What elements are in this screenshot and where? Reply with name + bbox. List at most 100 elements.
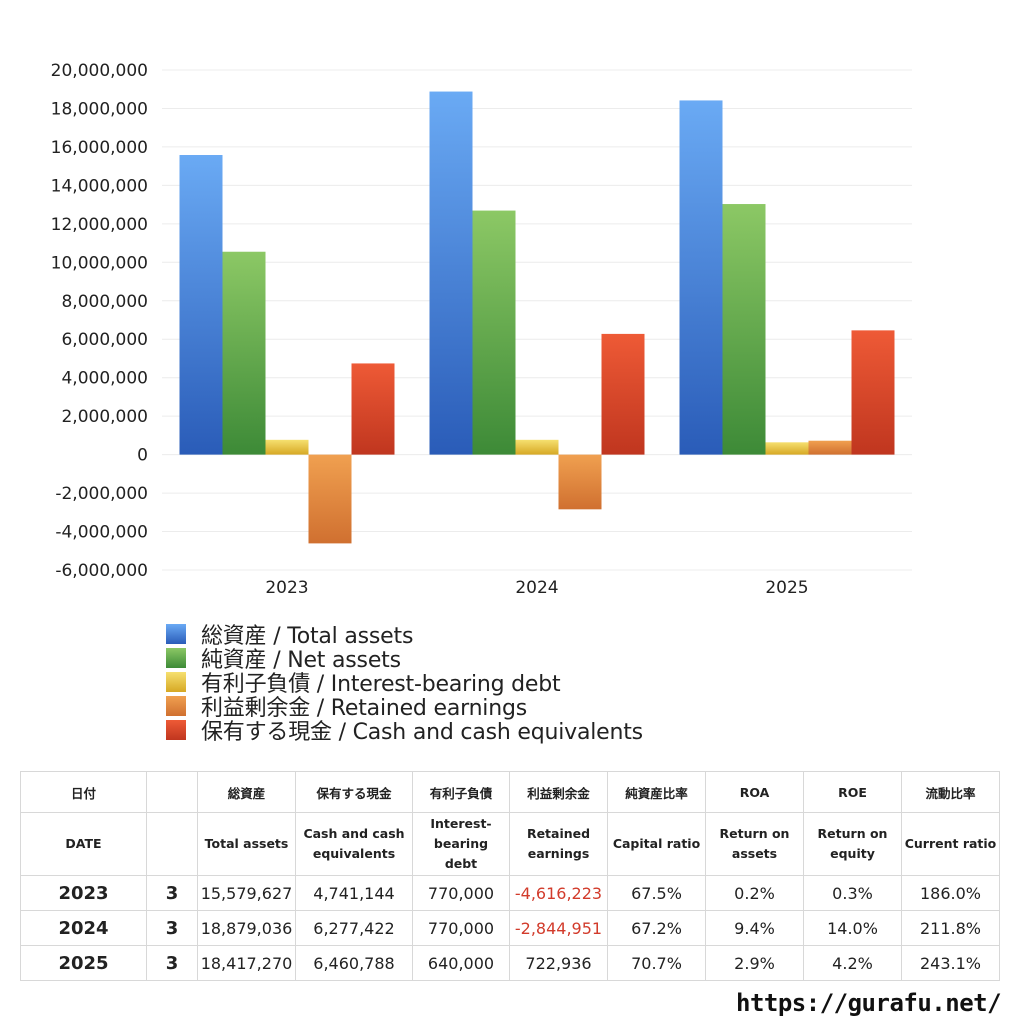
cell-year: 2023 xyxy=(20,875,147,911)
table-header-row-en: DATE Total assets Cash and cash equivale… xyxy=(20,812,1000,876)
header-cash-en: Cash and cash equivalents xyxy=(295,812,413,876)
bar-total-assets-2024 xyxy=(429,91,473,455)
legend-swatch xyxy=(166,672,186,692)
legend-swatch xyxy=(166,720,186,740)
cell-current-ratio: 243.1% xyxy=(901,945,1000,981)
cell-debt: 770,000 xyxy=(412,910,510,946)
table-header-row-ja: 日付 総資産 保有する現金 有利子負債 利益剰余金 純資産比率 ROA ROE … xyxy=(20,771,1000,813)
header-month-en xyxy=(146,812,198,876)
cell-year: 2024 xyxy=(20,910,147,946)
cell-total-assets: 15,579,627 xyxy=(197,875,296,911)
cell-roa: 2.9% xyxy=(705,945,804,981)
header-cash-ja: 保有する現金 xyxy=(295,771,413,813)
bar-chart: 20,000,000 18,000,000 16,000,000 14,000,000… xyxy=(51,61,912,598)
x-tick-label: 2023 xyxy=(265,578,308,598)
legend-item-cash: 保有する現金 / Cash and cash equivalents xyxy=(166,718,643,745)
cell-roa: 0.2% xyxy=(705,875,804,911)
y-axis-tick-labels: 20,000,000 18,000,000 16,000,000 14,000,000… xyxy=(51,61,148,581)
legend-item-retained-earnings: 利益剰余金 / Retained earnings xyxy=(166,694,643,721)
x-axis-tick-labels: 2023 2024 2025 xyxy=(265,578,808,598)
y-tick-label: -4,000,000 xyxy=(55,523,148,543)
bar-interest-bearing-debt-2023 xyxy=(265,439,309,455)
header-debt-en: Interest-bearing debt xyxy=(412,812,510,876)
header-current-ratio-ja: 流動比率 xyxy=(901,771,1000,813)
y-tick-label: 16,000,000 xyxy=(51,138,148,158)
y-tick-label: 10,000,000 xyxy=(51,253,148,273)
legend-label: 保有する現金 / Cash and cash equivalents xyxy=(201,720,643,745)
cell-current-ratio: 211.8% xyxy=(901,910,1000,946)
cell-capital-ratio: 67.2% xyxy=(607,910,706,946)
bar-total-assets-2025 xyxy=(679,100,723,455)
cell-current-ratio: 186.0% xyxy=(901,875,1000,911)
table-row: 2023 3 15,579,627 4,741,144 770,000 -4,6… xyxy=(20,875,1000,911)
gridlines xyxy=(162,69,912,571)
cell-month: 3 xyxy=(146,875,198,911)
legend-label: 純資産 / Net assets xyxy=(201,648,401,673)
cell-total-assets: 18,879,036 xyxy=(197,910,296,946)
header-roa-en: Return on assets xyxy=(705,812,804,876)
header-roe-ja: ROE xyxy=(803,771,902,813)
cell-retained-earnings: -4,616,223 xyxy=(509,875,608,911)
bar-total-assets-2023 xyxy=(179,155,223,455)
bar-cash-2023 xyxy=(351,363,395,455)
y-tick-label: 18,000,000 xyxy=(51,99,148,119)
y-tick-label: 12,000,000 xyxy=(51,215,148,235)
bar-interest-bearing-debt-2025 xyxy=(765,442,809,455)
cell-month: 3 xyxy=(146,945,198,981)
chart-legend: 総資産 / Total assets 純資産 / Net assets 有利子負… xyxy=(166,622,643,745)
header-capital-ratio-en: Capital ratio xyxy=(607,812,706,876)
legend-item-interest-bearing-debt: 有利子負債 / Interest-bearing debt xyxy=(166,670,643,697)
header-capital-ratio-ja: 純資産比率 xyxy=(607,771,706,813)
cell-debt: 770,000 xyxy=(412,875,510,911)
bars xyxy=(179,91,895,544)
cell-roe: 14.0% xyxy=(803,910,902,946)
bar-cash-2024 xyxy=(601,333,645,455)
legend-swatch xyxy=(166,624,186,644)
legend-label: 有利子負債 / Interest-bearing debt xyxy=(201,672,561,697)
y-tick-label: 8,000,000 xyxy=(61,292,148,312)
bar-net-assets-2024 xyxy=(472,210,516,455)
cell-total-assets: 18,417,270 xyxy=(197,945,296,981)
header-total-assets-en: Total assets xyxy=(197,812,296,876)
header-month-ja xyxy=(146,771,198,813)
cell-roa: 9.4% xyxy=(705,910,804,946)
header-debt-ja: 有利子負債 xyxy=(412,771,510,813)
header-roe-en: Return on equity xyxy=(803,812,902,876)
header-total-assets-ja: 総資産 xyxy=(197,771,296,813)
y-tick-label: -6,000,000 xyxy=(55,561,148,581)
legend-label: 利益剰余金 / Retained earnings xyxy=(201,696,527,721)
y-tick-label: -2,000,000 xyxy=(55,484,148,504)
y-tick-label: 6,000,000 xyxy=(61,330,148,350)
legend-label: 総資産 / Total assets xyxy=(201,624,414,649)
cell-capital-ratio: 67.5% xyxy=(607,875,706,911)
cell-capital-ratio: 70.7% xyxy=(607,945,706,981)
y-tick-label: 20,000,000 xyxy=(51,61,148,81)
y-tick-label: 2,000,000 xyxy=(61,407,148,427)
cell-retained-earnings: 722,936 xyxy=(509,945,608,981)
header-date-en: DATE xyxy=(20,812,147,876)
bar-retained-earnings-2024 xyxy=(558,454,602,510)
header-retained-ja: 利益剰余金 xyxy=(509,771,608,813)
bar-cash-2025 xyxy=(851,330,895,455)
cell-year: 2025 xyxy=(20,945,147,981)
header-date-ja: 日付 xyxy=(20,771,147,813)
bar-retained-earnings-2023 xyxy=(308,454,352,544)
legend-swatch xyxy=(166,696,186,716)
bar-interest-bearing-debt-2024 xyxy=(515,439,559,455)
table-row: 2024 3 18,879,036 6,277,422 770,000 -2,8… xyxy=(20,910,1000,946)
cell-cash: 6,277,422 xyxy=(295,910,413,946)
x-tick-label: 2024 xyxy=(515,578,558,598)
header-roa-ja: ROA xyxy=(705,771,804,813)
legend-swatch xyxy=(166,648,186,668)
y-tick-label: 4,000,000 xyxy=(61,369,148,389)
site-url[interactable]: https://gurafu.net/ xyxy=(736,989,1002,1017)
header-retained-en: Retained earnings xyxy=(509,812,608,876)
cell-roe: 0.3% xyxy=(803,875,902,911)
bar-net-assets-2025 xyxy=(722,204,766,455)
y-tick-label: 14,000,000 xyxy=(51,176,148,196)
table-row: 2025 3 18,417,270 6,460,788 640,000 722,… xyxy=(20,945,1000,981)
cell-month: 3 xyxy=(146,910,198,946)
header-current-ratio-en: Current ratio xyxy=(901,812,1000,876)
y-tick-label: 0 xyxy=(137,446,148,466)
bar-retained-earnings-2025 xyxy=(808,440,852,455)
